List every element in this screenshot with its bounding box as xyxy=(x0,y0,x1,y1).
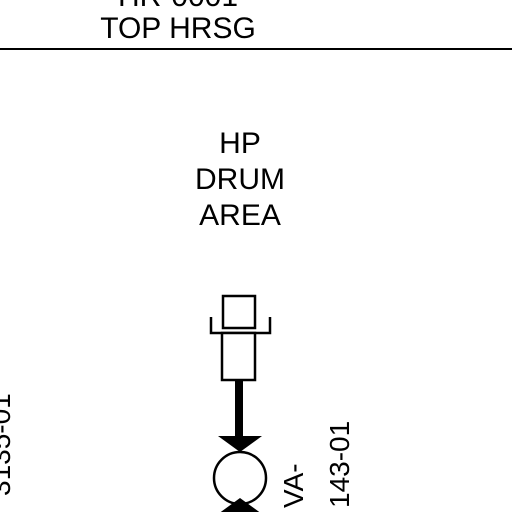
left-instrument-tag: 3135-01 xyxy=(0,393,16,496)
instrument-cap-square xyxy=(221,294,257,330)
instrument-body xyxy=(220,331,257,382)
valve-tag-line-1: VA- xyxy=(278,463,309,508)
header-partial-line: HR-0001 xyxy=(78,0,278,14)
valve-upper-triangle xyxy=(218,436,262,452)
valve-lower-triangle xyxy=(220,498,260,512)
area-label-line-1: HP xyxy=(219,127,261,160)
header-title: TOP HRSG xyxy=(100,12,256,45)
area-label-line-2: DRUM xyxy=(195,163,285,196)
valve-circle xyxy=(212,450,268,506)
area-label-line-3: AREA xyxy=(199,199,281,232)
valve-tag-line-2: 143-01 xyxy=(324,420,355,508)
